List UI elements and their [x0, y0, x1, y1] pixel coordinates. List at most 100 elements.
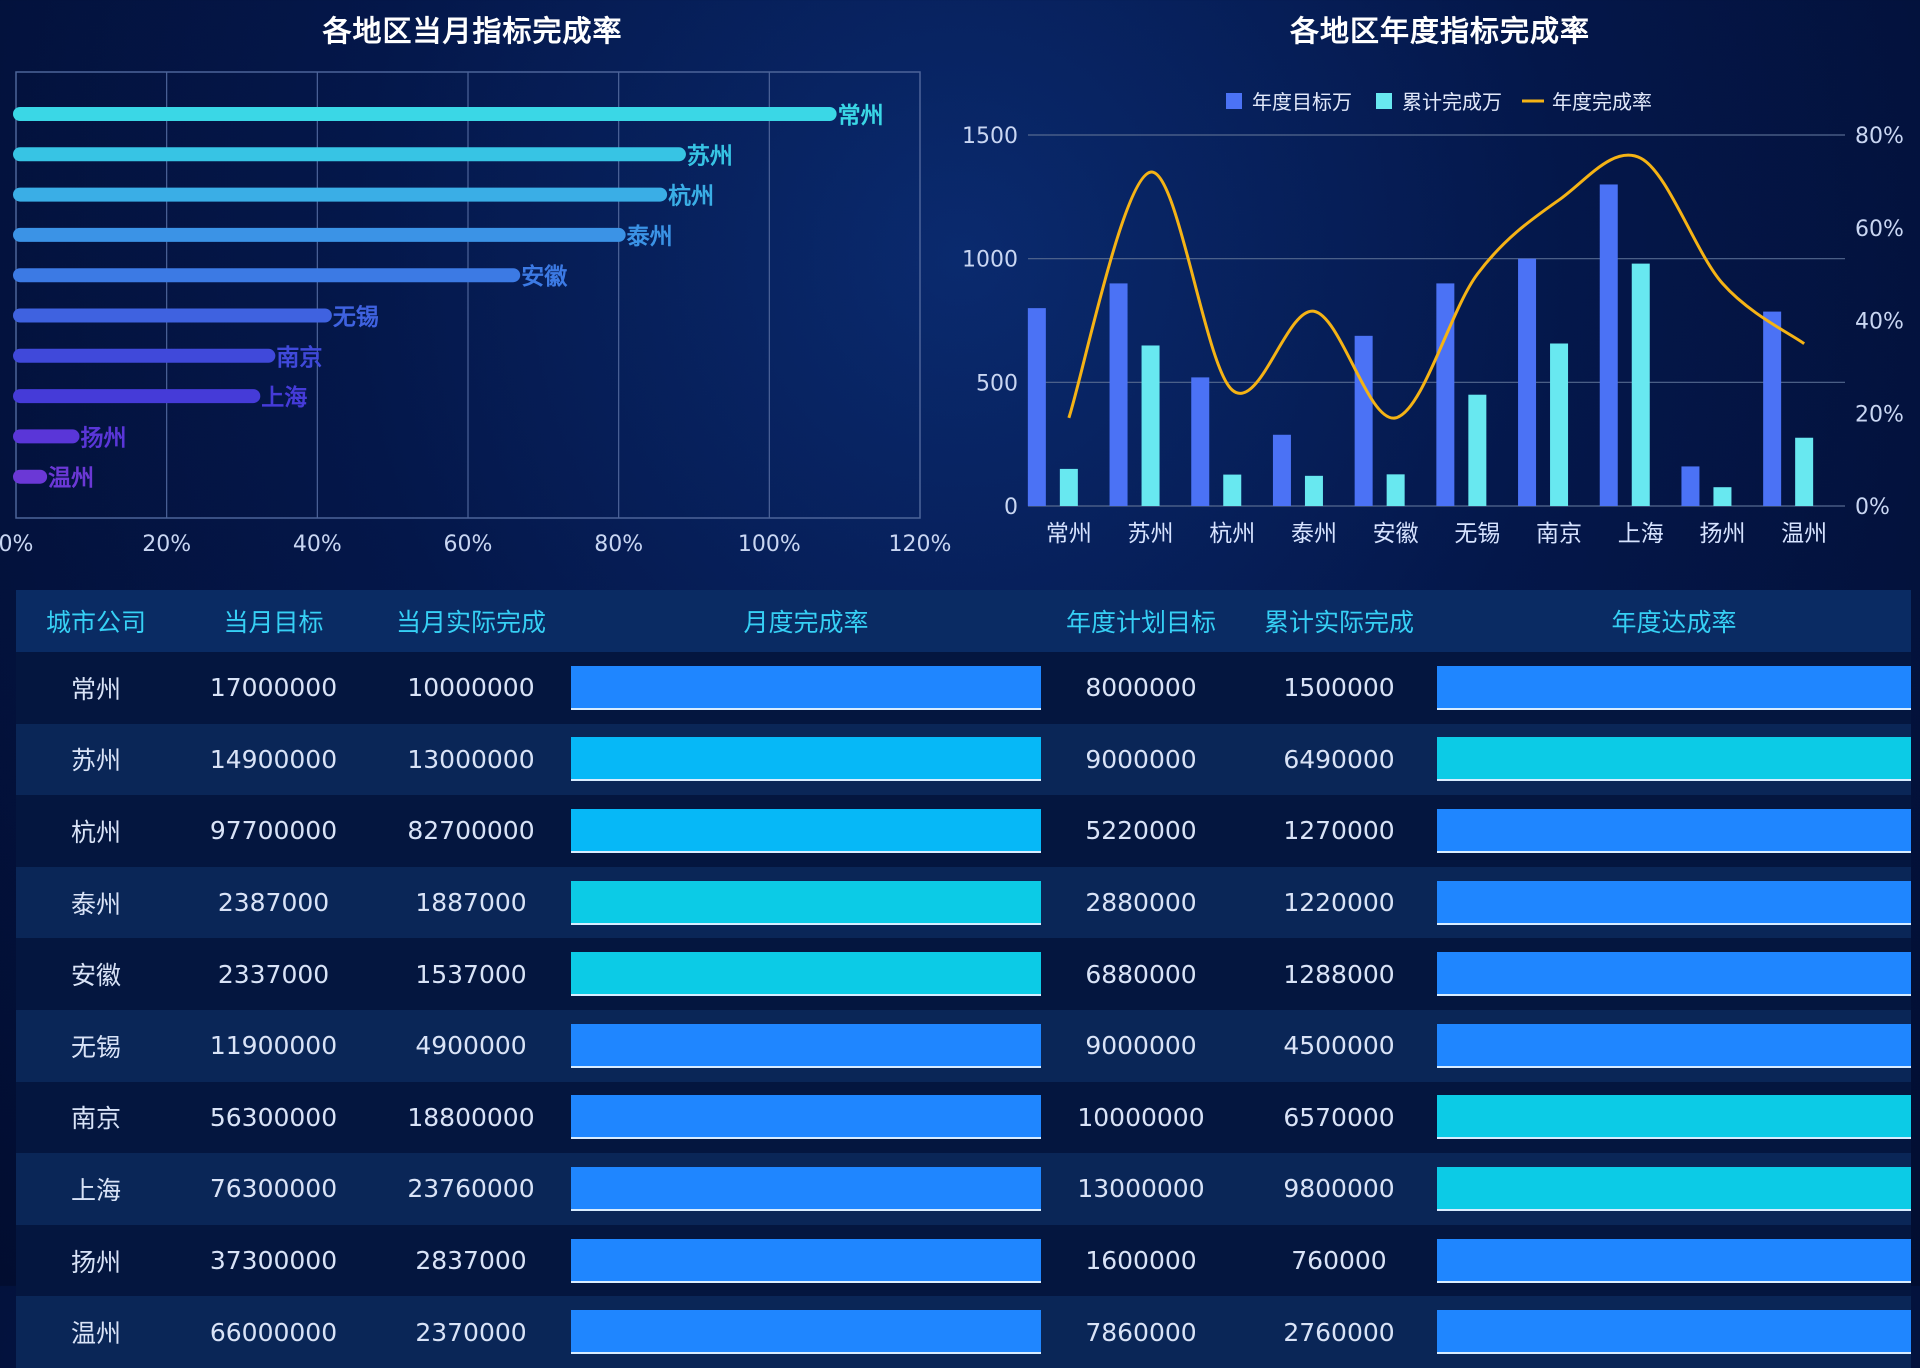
year-rate-bar — [1437, 952, 1911, 997]
cell-month-rate — [571, 1153, 1041, 1225]
year-rate-bar — [1437, 1238, 1911, 1283]
cell-city: 泰州 — [16, 866, 176, 939]
table-row: 温州 66000000 2370000 7860000 2760000 — [16, 1296, 1911, 1368]
cell-city: 苏州 — [16, 723, 176, 796]
bar-annual-target — [1191, 377, 1210, 506]
left-bar-label: 扬州 — [81, 424, 127, 451]
bar-cumulative-done — [1631, 263, 1650, 506]
year-rate-bar — [1437, 808, 1911, 853]
table-row: 扬州 37300000 2837000 1600000 760000 — [16, 1224, 1911, 1297]
table-row: 南京 56300000 18800000 10000000 6570000 — [16, 1081, 1911, 1154]
year-rate-bar — [1437, 737, 1911, 782]
cell-city: 上海 — [16, 1153, 176, 1225]
bar-annual-target — [1027, 308, 1046, 506]
cell-month-actual: 1537000 — [371, 938, 571, 1010]
table-row: 常州 17000000 10000000 8000000 1500000 — [16, 652, 1911, 724]
left-x-tick-label: 80% — [594, 532, 643, 557]
month-rate-bar — [571, 1310, 1041, 1355]
left-x-tick-label: 60% — [444, 532, 493, 557]
year-rate-bar — [1437, 880, 1911, 925]
right-y-right-tick-label: 0% — [1855, 495, 1890, 520]
bar-annual-target — [1436, 283, 1455, 506]
cell-month-actual: 4900000 — [371, 1009, 571, 1082]
right-y-left-tick-label: 500 — [976, 371, 1018, 396]
cell-month-target: 56300000 — [176, 1081, 371, 1154]
cell-year-actual: 2760000 — [1241, 1296, 1437, 1368]
bar-annual-target — [1599, 184, 1618, 506]
bar-cumulative-done — [1795, 437, 1814, 506]
cell-month-actual: 2837000 — [371, 1224, 571, 1297]
cell-city: 安徽 — [16, 938, 176, 1010]
cell-month-target: 2337000 — [176, 938, 371, 1010]
header-month-target: 当月目标 — [176, 590, 371, 652]
cell-year-rate — [1437, 1153, 1911, 1225]
cell-month-rate — [571, 866, 1041, 939]
left-chart-title: 各地区当月指标完成率 — [322, 14, 623, 48]
right-x-tick-label: 扬州 — [1699, 521, 1745, 547]
cell-year-target: 2880000 — [1041, 866, 1241, 939]
legend-label: 年度完成率 — [1552, 90, 1652, 114]
cell-month-rate — [571, 1081, 1041, 1154]
year-rate-bar — [1437, 1023, 1911, 1068]
right-x-tick-label: 安徽 — [1373, 521, 1419, 547]
right-x-tick-label: 泰州 — [1291, 521, 1337, 547]
left-x-tick-label: 100% — [738, 532, 801, 557]
cell-year-target: 10000000 — [1041, 1081, 1241, 1154]
cell-year-actual: 1220000 — [1241, 866, 1437, 939]
right-y-right-tick-label: 20% — [1855, 402, 1904, 427]
cell-year-target: 9000000 — [1041, 1009, 1241, 1082]
left-bar-label: 常州 — [838, 103, 884, 129]
right-x-tick-label: 无锡 — [1454, 521, 1500, 547]
right-x-tick-label: 南京 — [1536, 521, 1582, 547]
cell-month-target: 37300000 — [176, 1224, 371, 1297]
month-rate-bar — [571, 1166, 1041, 1211]
cell-month-rate — [571, 1224, 1041, 1297]
right-x-tick-label: 苏州 — [1128, 521, 1174, 547]
cell-year-target: 1600000 — [1041, 1224, 1241, 1297]
bar-annual-target — [1681, 466, 1700, 506]
cell-month-actual: 82700000 — [371, 795, 571, 867]
right-x-tick-label: 温州 — [1781, 521, 1827, 547]
left-bar-label: 无锡 — [333, 305, 379, 331]
right-x-tick-label: 常州 — [1046, 521, 1092, 547]
cell-year-target: 9000000 — [1041, 723, 1241, 796]
cell-year-target: 6880000 — [1041, 938, 1241, 1010]
bar-cumulative-done — [1386, 474, 1405, 506]
bar-cumulative-done — [1713, 487, 1732, 506]
cell-year-rate — [1437, 1296, 1911, 1368]
cell-year-actual: 1500000 — [1241, 652, 1437, 724]
left-bar-label: 上海 — [261, 384, 307, 411]
bar-annual-target — [1518, 258, 1537, 506]
cell-month-rate — [571, 1009, 1041, 1082]
left-x-tick-label: 120% — [889, 532, 952, 557]
cell-year-actual: 4500000 — [1241, 1009, 1437, 1082]
cell-month-actual: 10000000 — [371, 652, 571, 724]
cell-year-actual: 6570000 — [1241, 1081, 1437, 1154]
cell-month-actual: 18800000 — [371, 1081, 571, 1154]
bar-cumulative-done — [1468, 394, 1487, 506]
bar-cumulative-done — [1550, 343, 1569, 506]
cell-month-target: 66000000 — [176, 1296, 371, 1368]
bar-annual-target — [1109, 283, 1128, 506]
cell-year-actual: 9800000 — [1241, 1153, 1437, 1225]
cell-month-target: 14900000 — [176, 723, 371, 796]
table-row: 泰州 2387000 1887000 2880000 1220000 — [16, 866, 1911, 939]
cell-year-actual: 1288000 — [1241, 938, 1437, 1010]
cell-year-actual: 1270000 — [1241, 795, 1437, 867]
cell-month-rate — [571, 723, 1041, 796]
table-header-row: 城市公司 当月目标 当月实际完成 月度完成率 年度计划目标 累计实际完成 年度达… — [16, 590, 1911, 652]
header-year-actual: 累计实际完成 — [1241, 590, 1437, 652]
cell-city: 杭州 — [16, 795, 176, 867]
bar-cumulative-done — [1223, 474, 1242, 506]
cell-month-actual: 1887000 — [371, 866, 571, 939]
right-y-right-tick-label: 80% — [1855, 124, 1904, 149]
cell-month-rate — [571, 795, 1041, 867]
cell-month-target: 97700000 — [176, 795, 371, 867]
bar-annual-target — [1354, 335, 1373, 506]
cell-month-rate — [571, 652, 1041, 724]
year-rate-bar — [1437, 1166, 1911, 1211]
left-bar-label: 苏州 — [687, 143, 733, 169]
cell-month-target: 17000000 — [176, 652, 371, 724]
cell-month-actual: 23760000 — [371, 1153, 571, 1225]
cell-month-actual: 2370000 — [371, 1296, 571, 1368]
